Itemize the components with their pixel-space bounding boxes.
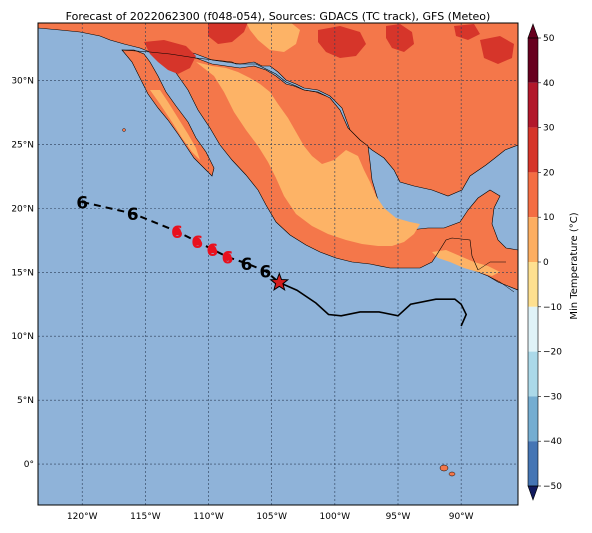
colorbar-segment [528, 306, 538, 352]
colorbar-segment [528, 441, 538, 486]
storm-glyph: 9 [171, 220, 183, 240]
lat-tick-labels: 0° 5°N 10°N 15°N 20°N 25°N 30°N [11, 77, 34, 471]
lat-tick-label: 25°N [11, 140, 34, 150]
land-cool-zone [196, 62, 420, 246]
colorbar-tick-label: 0 [543, 258, 549, 268]
lon-tick-label: 115°W [130, 512, 161, 522]
land-cool-zone-3 [150, 90, 200, 160]
storm-symbol-icon: 9 [206, 238, 218, 258]
figure-title: Forecast of 2022062300 (f048-054), Sourc… [66, 10, 491, 23]
lon-tick-label: 100°W [320, 512, 351, 522]
storm-symbol-icon: 9 [76, 191, 88, 211]
storm-glyph: 9 [222, 246, 234, 266]
current-position-star-icon [269, 272, 290, 291]
map-frame [37, 22, 519, 506]
lon-tick-label: 120°W [67, 512, 98, 522]
land-hot-zone-4 [386, 24, 414, 52]
colorbar-tick-label: −10 [543, 303, 562, 313]
land-hot-zone-1 [144, 40, 196, 74]
land-cool-zone-2 [246, 23, 300, 52]
colorbar-segment [528, 82, 538, 128]
colorbar-tick-label: −20 [543, 348, 562, 358]
storm-glyph: 9 [240, 252, 252, 272]
colorbar-tick-label: −30 [543, 392, 562, 402]
storm-dot [193, 237, 202, 246]
storm-glyph: 9 [127, 202, 139, 222]
colorbar-tick-label: 50 [543, 34, 555, 44]
storm-symbol-icon: 9 [240, 252, 252, 272]
storm-glyph: 9 [191, 231, 203, 251]
colorbar-tick-label: −50 [543, 482, 562, 492]
colorbar-segment [528, 38, 538, 83]
lon-tick-labels: 120°W 115°W 110°W 105°W 100°W 95°W 90°W [67, 512, 474, 522]
colorbar-tick-label: −40 [543, 437, 562, 447]
land-cool-zone-4 [432, 250, 500, 276]
gridlines [38, 23, 518, 505]
land-hot-zone-5 [480, 36, 514, 64]
colorbar-tick-label: 20 [543, 168, 555, 178]
colorbar-segment [528, 127, 538, 173]
colorbar-label: Min Temperature (°C) [569, 212, 580, 319]
lat-tick-label: 20°N [11, 204, 34, 214]
colorbar-tick-label: 40 [543, 79, 555, 89]
colorbar-top-extend [527, 23, 539, 39]
colorbar-bottom-extend [527, 485, 539, 501]
colorbar-segment [528, 172, 538, 218]
land-hot-zone-2 [208, 23, 248, 44]
us-mexico-border [121, 49, 327, 97]
lon-tick-label: 90°W [449, 512, 474, 522]
storm-symbol-icon: 9 [171, 220, 183, 240]
past-track-line [278, 281, 468, 327]
lat-tick-label: 10°N [11, 332, 34, 342]
island-1 [439, 464, 449, 472]
land-hot-zone-6 [454, 24, 480, 40]
storm-dot [172, 227, 181, 236]
colorbar-tick-label: 10 [543, 213, 555, 223]
lat-tick-label: 5°N [17, 396, 34, 406]
lon-tick-label: 95°W [386, 512, 411, 522]
lat-tick-label: 0° [24, 460, 34, 470]
storm-symbol-icon: 9 [127, 202, 139, 222]
island-3 [122, 128, 126, 132]
land-hot-zone-3 [318, 26, 366, 58]
storm-glyph: 9 [76, 191, 88, 211]
lat-tick-label: 15°N [11, 268, 34, 278]
lon-tick-label: 110°W [193, 512, 224, 522]
storm-symbol-icon: 9 [222, 246, 234, 266]
island-2 [448, 471, 456, 477]
colorbar-segment [528, 396, 538, 442]
colorbar: 50 40 30 20 10 0 −10 −20 −30 −40 −50 [527, 23, 562, 501]
colorbar-tick-label: 30 [543, 124, 555, 134]
colorbar-segment [528, 217, 538, 262]
storm-dot [208, 245, 217, 254]
storm-symbol-icon: 9 [259, 260, 271, 280]
storm-dot [223, 252, 232, 261]
lat-tick-label: 30°N [11, 77, 34, 87]
storm-symbol-icon: 9 [191, 231, 203, 251]
colorbar-segment [528, 262, 538, 307]
colorbar-segment [528, 351, 538, 397]
central-america-borders [477, 261, 515, 293]
storm-glyph: 9 [259, 260, 271, 280]
lon-tick-label: 105°W [256, 512, 287, 522]
storm-glyph: 9 [206, 238, 218, 258]
